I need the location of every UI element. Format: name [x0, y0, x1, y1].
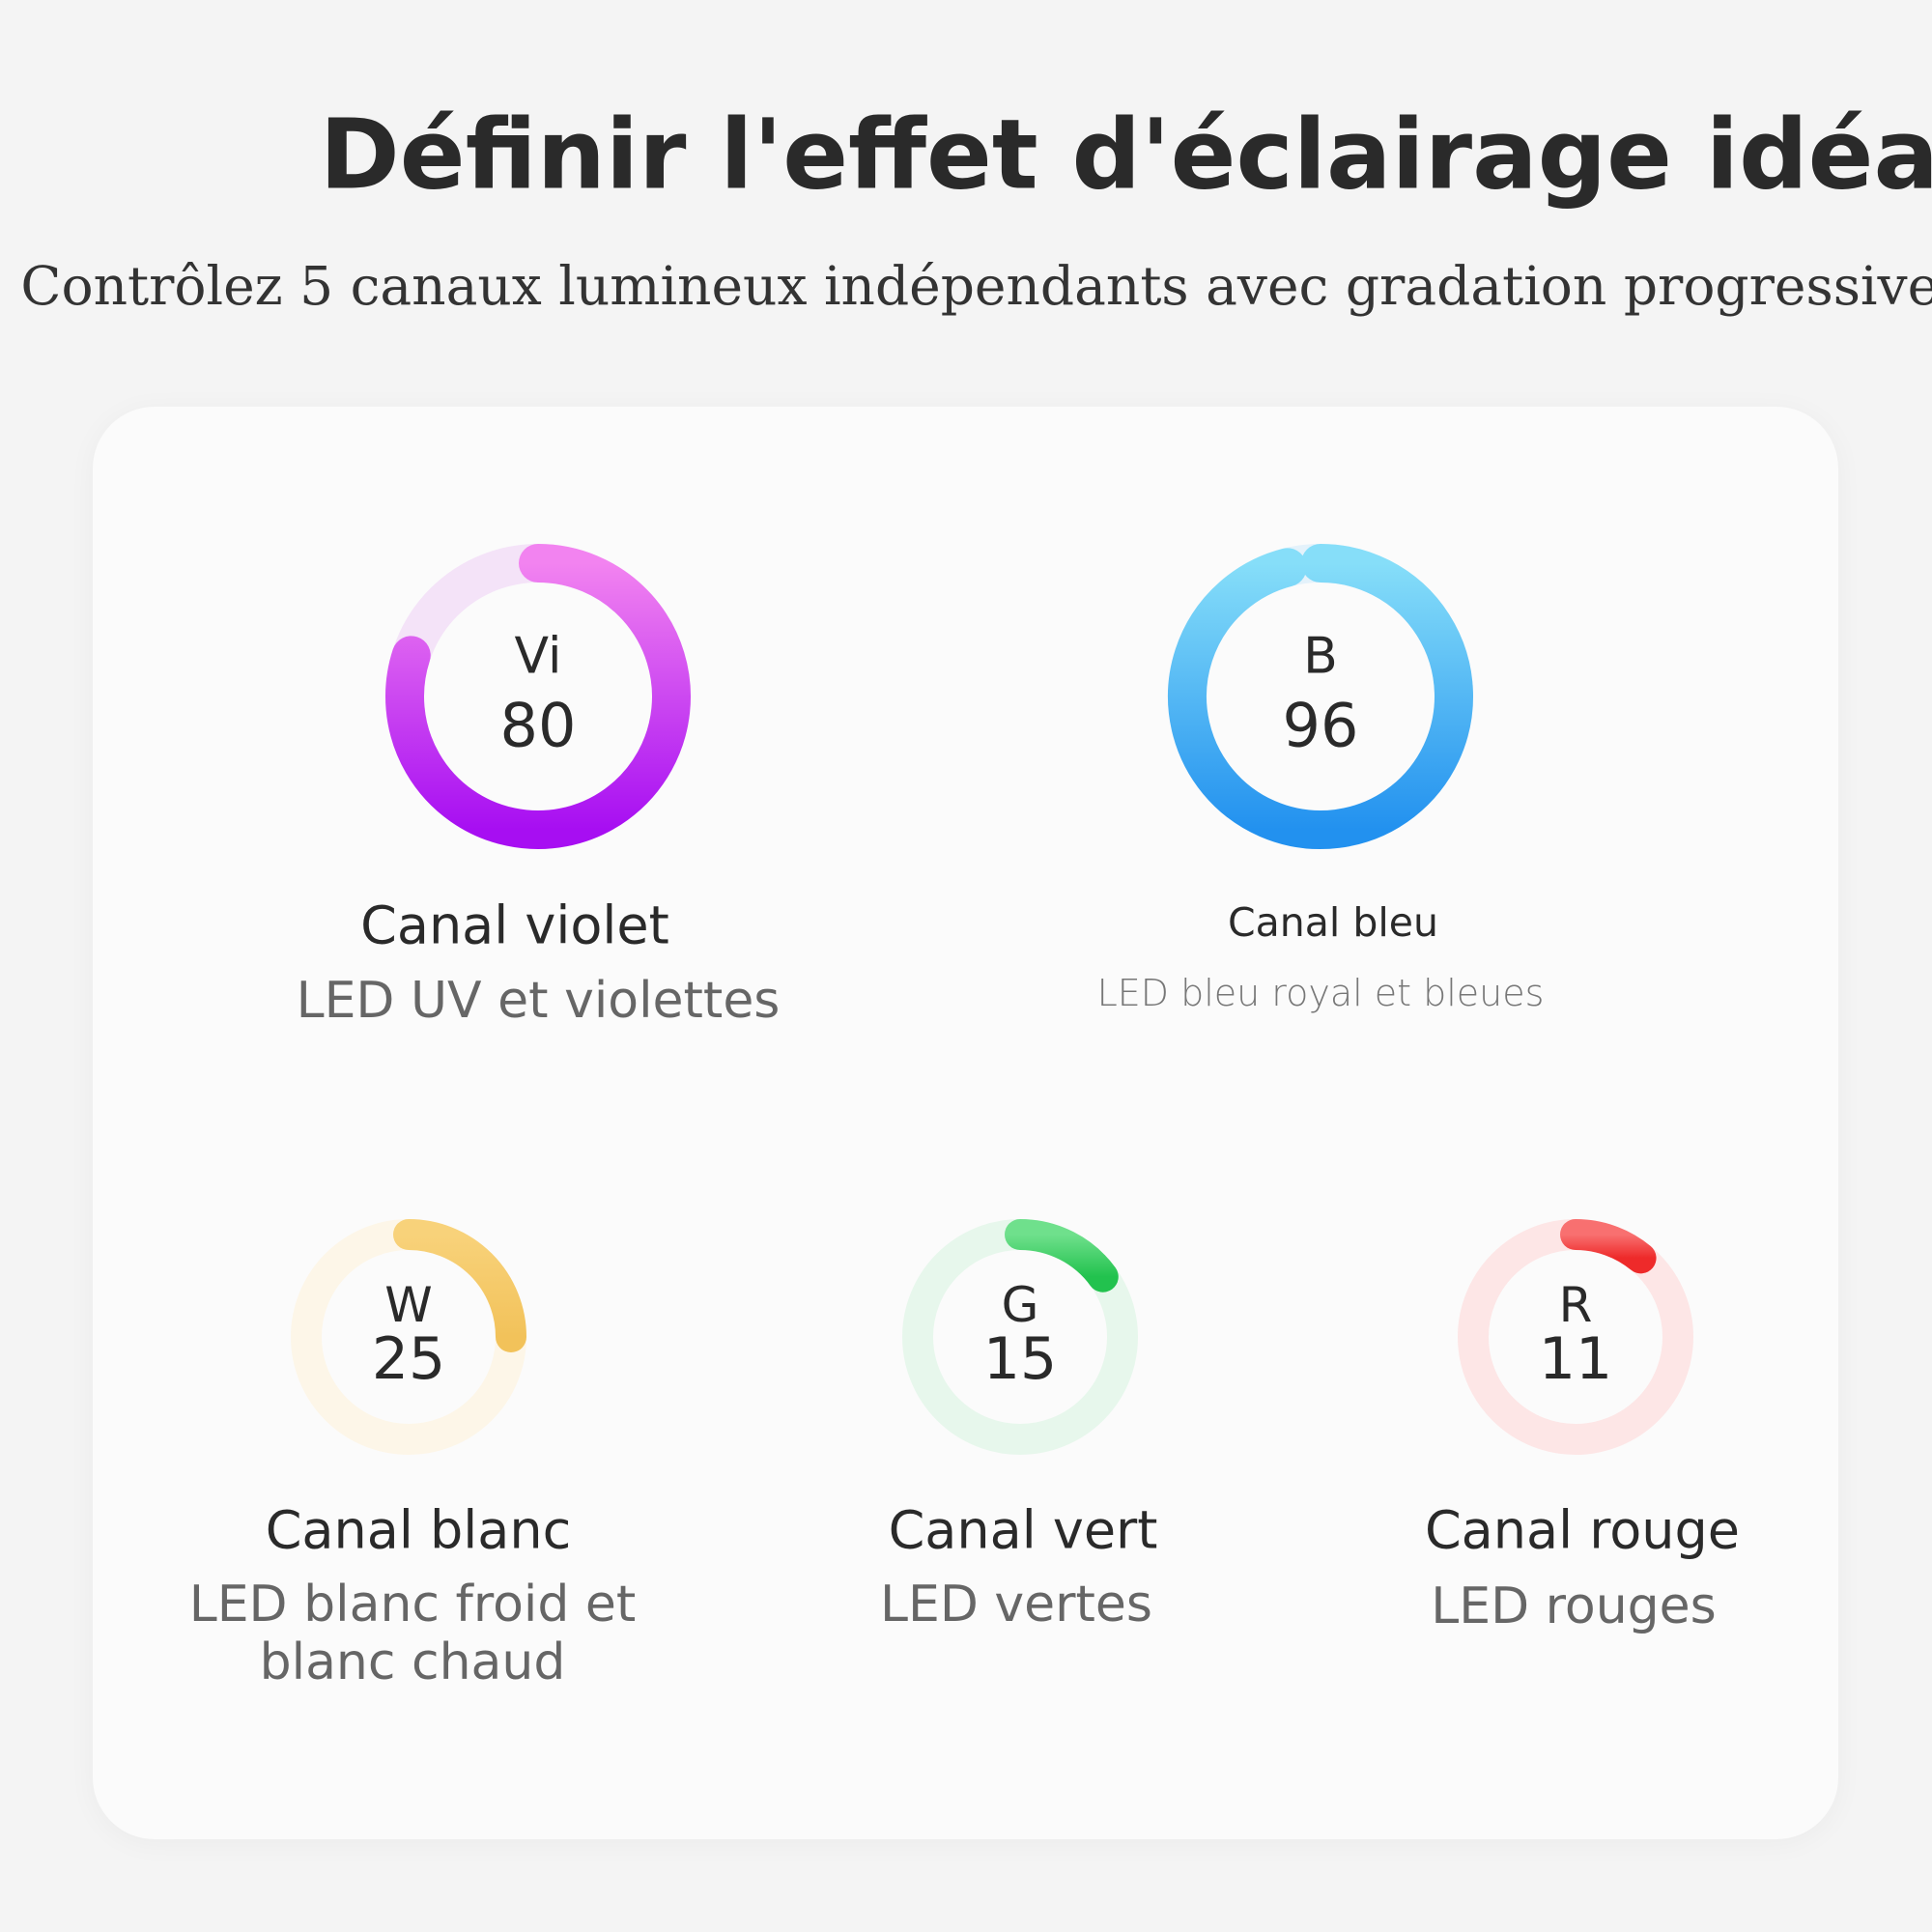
subtitle: Contrôlez 5 canaux lumineux indépendants… — [20, 255, 1932, 317]
gauge-arc — [393, 1219, 526, 1352]
gauge-code: G — [1002, 1277, 1039, 1333]
channel-name: Canal bleu — [1228, 899, 1438, 946]
gauge-code: B — [1303, 627, 1338, 685]
title: Définir l'effet d'éclairage idéal — [319, 98, 1932, 212]
channel-name: Canal blanc — [265, 1499, 572, 1561]
gauge-code: W — [384, 1277, 432, 1333]
gauge-code: R — [1559, 1277, 1593, 1333]
gauge-arc — [1560, 1219, 1657, 1274]
channel-name: Canal violet — [360, 895, 669, 956]
channel-desc: LED bleu royal et bleues — [1096, 972, 1545, 1015]
channel-desc: LED vertes — [879, 1576, 1153, 1634]
gauge-arc — [1168, 544, 1473, 849]
channel-desc: LED rouges — [1431, 1577, 1717, 1636]
card — [93, 407, 1838, 1839]
gauge-value: 96 — [1283, 691, 1359, 761]
channel-desc: LED UV et violettes — [296, 972, 781, 1031]
gauge-arc — [1005, 1219, 1119, 1293]
channel-name: Canal rouge — [1424, 1499, 1741, 1561]
gauge-value: 80 — [500, 691, 577, 761]
gauge-arc — [385, 544, 691, 849]
gauge-code: Vi — [515, 627, 562, 685]
gauge-value: 15 — [983, 1325, 1057, 1393]
channel-desc: LED blanc froid et blanc chaud — [188, 1576, 637, 1691]
gauge-value: 25 — [372, 1325, 445, 1393]
gauge-value: 11 — [1539, 1325, 1612, 1393]
channel-name: Canal vert — [888, 1499, 1158, 1561]
